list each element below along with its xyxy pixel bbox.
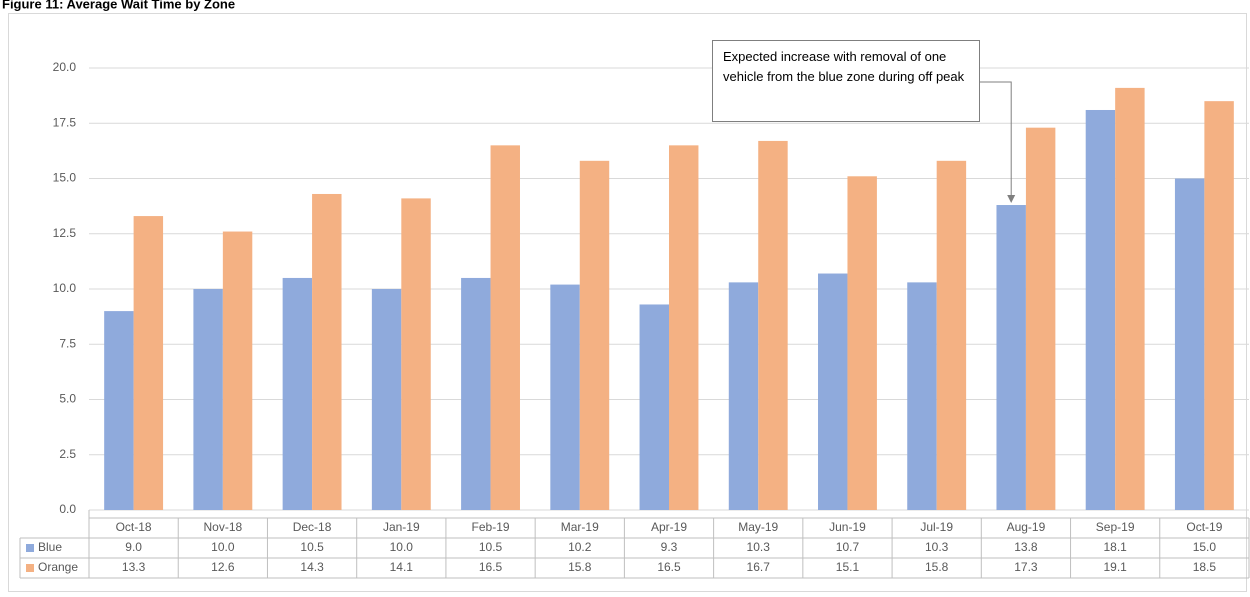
- table-value: 15.1: [836, 560, 860, 574]
- bar: [907, 282, 937, 510]
- table-value: 14.3: [300, 560, 324, 574]
- bar: [579, 160, 610, 510]
- x-tick-label: Feb-19: [472, 520, 510, 534]
- y-tick-label: 5.0: [59, 392, 76, 406]
- table-value: 15.8: [568, 560, 592, 574]
- table-value: 15.8: [925, 560, 949, 574]
- bar: [282, 277, 313, 510]
- annotation-arrow: [980, 81, 1012, 198]
- bar: [996, 205, 1026, 510]
- x-tick-label: Jun-19: [829, 520, 866, 534]
- bar: [222, 231, 253, 511]
- x-tick-label: May-19: [738, 520, 778, 534]
- table-value: 9.3: [661, 540, 678, 554]
- y-tick-label: 2.5: [59, 447, 76, 461]
- y-tick-label: 10.0: [53, 281, 77, 295]
- bar: [639, 304, 669, 510]
- table-value: 9.0: [125, 540, 142, 554]
- bar: [818, 273, 848, 510]
- table-value: 12.6: [211, 560, 235, 574]
- table-value: 10.5: [300, 540, 324, 554]
- y-tick-label: 15.0: [53, 171, 77, 185]
- x-tick-label: Jan-19: [383, 520, 420, 534]
- table-value: 16.7: [747, 560, 771, 574]
- table-value: 10.5: [479, 540, 503, 554]
- bar: [104, 311, 134, 510]
- y-tick-label: 17.5: [53, 115, 77, 129]
- x-tick-label: Oct-18: [116, 520, 152, 534]
- bar: [490, 145, 520, 510]
- table-value: 14.1: [390, 560, 414, 574]
- x-tick-label: Mar-19: [561, 520, 599, 534]
- table-value: 10.2: [568, 540, 592, 554]
- bar: [936, 160, 967, 510]
- legend-label: Orange: [38, 560, 78, 574]
- bar: [550, 284, 580, 510]
- table-value: 16.5: [479, 560, 503, 574]
- bar: [1174, 178, 1205, 510]
- bar: [847, 176, 877, 511]
- table-value: 19.1: [1103, 560, 1127, 574]
- x-tick-label: Aug-19: [1007, 520, 1046, 534]
- x-tick-label: Oct-19: [1186, 520, 1222, 534]
- y-tick-label: 7.5: [59, 336, 76, 350]
- bar: [1025, 127, 1056, 511]
- x-tick-label: Dec-18: [293, 520, 332, 534]
- legend-swatch: [26, 564, 34, 572]
- x-tick-label: Jul-19: [920, 520, 953, 534]
- bar: [371, 289, 402, 510]
- bar: [461, 277, 491, 510]
- annotation-arrowhead: [1007, 195, 1016, 204]
- x-tick-label: Sep-19: [1096, 520, 1135, 534]
- annotation: Expected increase with removal of one ve…: [712, 40, 980, 122]
- bar: [669, 145, 699, 510]
- y-tick-label: 12.5: [53, 226, 77, 240]
- table-value: 10.3: [747, 540, 771, 554]
- table-value: 17.3: [1014, 560, 1038, 574]
- table-value: 18.1: [1103, 540, 1127, 554]
- bar: [312, 193, 342, 510]
- table-value: 18.5: [1193, 560, 1217, 574]
- bar: [1085, 109, 1116, 511]
- legend-label: Blue: [38, 540, 62, 554]
- chart-title: Figure 11: Average Wait Time by Zone: [2, 0, 235, 11]
- bar: [193, 289, 223, 510]
- bar: [133, 216, 164, 510]
- x-tick-label: Apr-19: [651, 520, 687, 534]
- table-value: 13.8: [1014, 540, 1038, 554]
- bar: [758, 140, 788, 510]
- bar: [401, 198, 431, 510]
- table-value: 10.7: [836, 540, 860, 554]
- table-value: 10.0: [211, 540, 235, 554]
- table-value: 10.0: [390, 540, 414, 554]
- bar: [728, 282, 759, 510]
- table-value: 13.3: [122, 560, 146, 574]
- table-value: 15.0: [1193, 540, 1217, 554]
- table-value: 16.5: [657, 560, 681, 574]
- y-tick-label: 20.0: [53, 60, 77, 74]
- table-value: 10.3: [925, 540, 949, 554]
- bar: [1204, 101, 1234, 511]
- legend-swatch: [26, 544, 34, 552]
- x-tick-label: Nov-18: [204, 520, 243, 534]
- bar: [1115, 87, 1145, 510]
- y-tick-label: 0.0: [59, 502, 76, 516]
